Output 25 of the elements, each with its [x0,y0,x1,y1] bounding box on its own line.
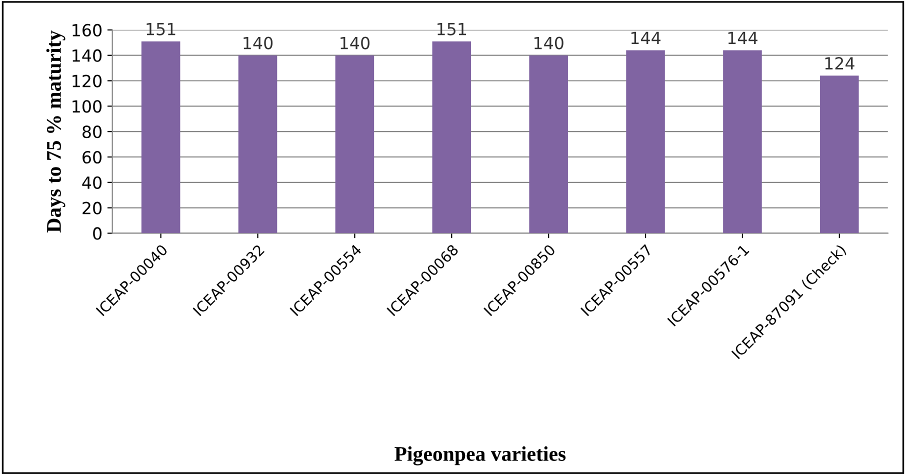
bar [820,76,859,234]
bar [529,55,568,234]
y-tick-label: 160 [72,24,102,36]
y-tick-label: 100 [72,100,102,113]
y-tick-label: 60 [82,150,102,164]
y-tick-label: 40 [82,176,102,189]
bar [141,41,180,234]
y-tick-label: 140 [72,49,102,62]
bar [723,50,762,234]
bar [432,41,472,234]
y-tick-label: 20 [82,202,102,214]
bar [238,55,278,234]
x-axis-title: Pigeonpea varieties [394,446,566,466]
bar [626,50,665,234]
y-tick-label: 0 [93,227,102,240]
y-tick-label: 80 [82,126,102,138]
y-tick-label: 120 [72,74,102,88]
data-label: 140 [244,36,273,50]
y-axis-title: Days to 75 % maturity [46,30,66,232]
data-label: 144 [631,32,660,44]
data-label: 140 [340,36,370,50]
data-label: 140 [534,36,564,50]
data-label: 124 [825,57,854,70]
data-label: 144 [728,32,758,44]
bar [335,55,374,234]
